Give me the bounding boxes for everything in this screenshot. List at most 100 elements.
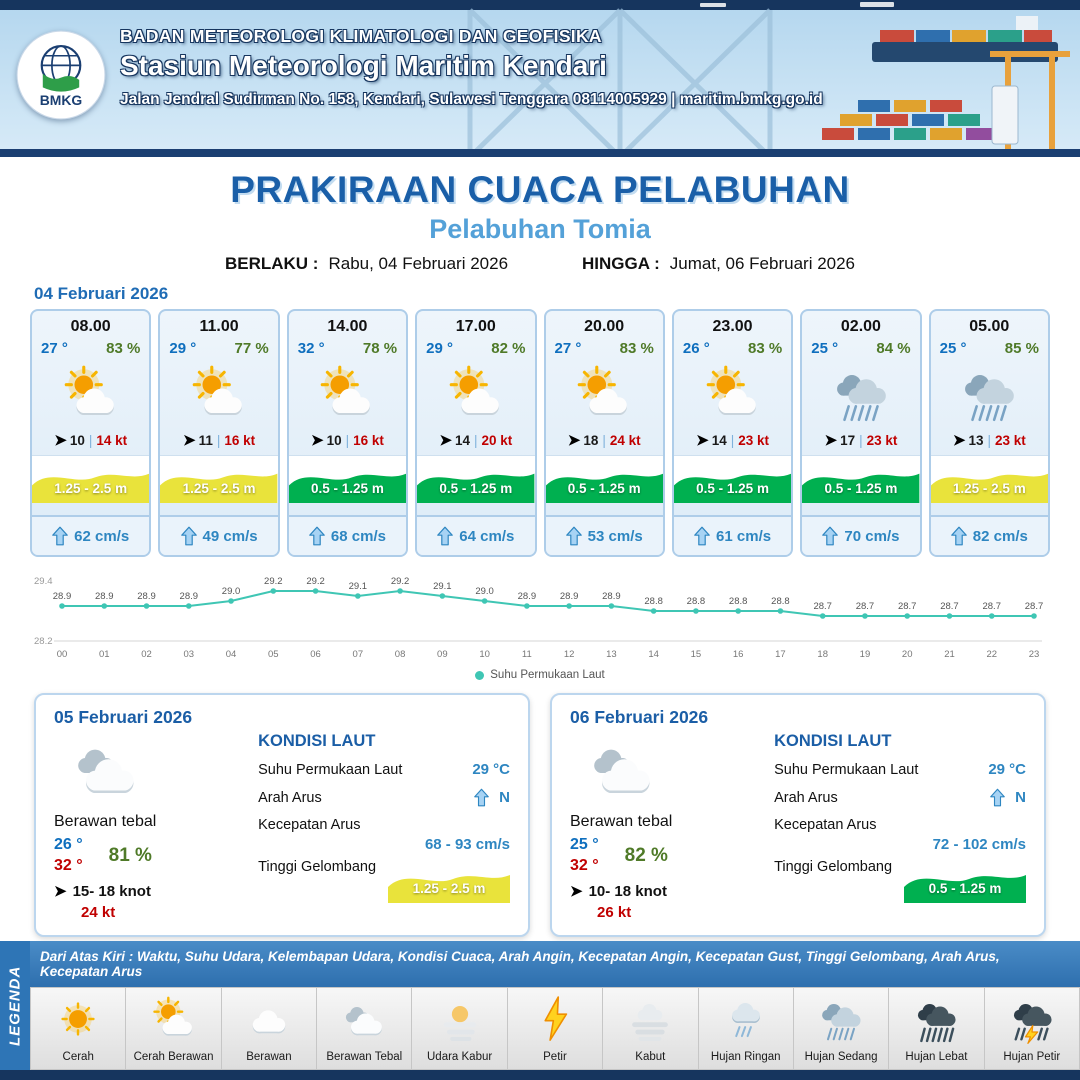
current-speed: 68 cm/s — [330, 527, 386, 545]
legend-section: LEGENDA Dari Atas Kiri : Waktu, Suhu Uda… — [0, 941, 1080, 1080]
wave-height-value: 1.25 - 2.5 m — [182, 481, 256, 496]
svg-text:28.9: 28.9 — [95, 591, 114, 602]
temperature-block: 26 ° 32 ° 81 % — [54, 836, 250, 875]
svg-text:28.9: 28.9 — [53, 591, 72, 602]
svg-text:02: 02 — [141, 649, 152, 660]
wind-direction-icon: ➤ — [182, 432, 196, 449]
hourly-date: 04 Februari 2026 — [34, 284, 169, 303]
sst-chart-wrap: 29.4 28.2 28.9 00 28.9 01 28.9 02 28.9 03 29.0 04 29… — [0, 557, 1080, 681]
current-row: 82 cm/s — [930, 515, 1048, 555]
condition-text: Berawan tebal — [570, 813, 673, 830]
current-speed: 61 cm/s — [716, 527, 772, 545]
legend-item: Kabut — [603, 987, 699, 1070]
wave-height-band: 1.25 - 2.5 m — [160, 455, 278, 503]
svg-text:29.0: 29.0 — [222, 586, 241, 597]
svg-text:28.2: 28.2 — [34, 636, 53, 647]
port-illustration — [0, 0, 1080, 157]
weather-icon — [54, 728, 250, 813]
wave-height-band: 1.25 - 2.5 m — [388, 859, 510, 903]
svg-text:07: 07 — [353, 649, 364, 660]
current-speed: 62 cm/s — [74, 527, 130, 545]
forecast-time: 02.00 — [840, 318, 881, 335]
air-temperature: 25 ° — [811, 340, 839, 357]
svg-text:28.7: 28.7 — [1025, 601, 1044, 612]
forecast-time: 05.00 — [969, 318, 1010, 335]
legend-item: Berawan — [221, 987, 318, 1070]
chart-legend-label: Suhu Permukaan Laut — [490, 669, 605, 681]
current-direction: N — [990, 788, 1026, 807]
hourly-forecast-card: 11.00 29 ° 77 % ➤ 11 | 16 kt 1.25 - 2.5 … — [158, 309, 280, 557]
svg-text:28.8: 28.8 — [771, 596, 790, 607]
weather-icon — [160, 357, 277, 431]
legend-label: Hujan Sedang — [804, 1051, 878, 1063]
wind-row: ➤ 10 | 16 kt — [289, 431, 406, 455]
svg-text:29.2: 29.2 — [391, 576, 410, 587]
gust-speed: 23 kt — [866, 433, 898, 448]
wind-row: ➤ 14 | 20 kt — [417, 431, 534, 455]
sea-condition-column: KONDISI LAUT Suhu Permukaan Laut 29 °C A… — [250, 728, 510, 921]
current-row: 64 cm/s — [417, 515, 535, 555]
weather-icon — [32, 357, 149, 431]
wave-height-band: 0.5 - 1.25 m — [673, 455, 792, 503]
weather-icon — [570, 728, 766, 813]
svg-text:28.9: 28.9 — [137, 591, 156, 602]
wind-direction-icon: ➤ — [54, 432, 67, 449]
legend-weather-icon — [319, 993, 409, 1050]
sst-label: Suhu Permukaan Laut — [774, 761, 919, 778]
hourly-cards-row: 08.00 27 ° 83 % ➤ 10 | 14 kt 1.25 - 2.5 … — [0, 309, 1080, 557]
temp-humidity-row: 25 ° 84 % — [802, 336, 919, 357]
hourly-forecast-card: 02.00 25 ° 84 % ➤ 17 | 23 kt 0.5 - 1.25 … — [800, 309, 922, 557]
current-row: 62 cm/s — [32, 515, 150, 555]
svg-text:15: 15 — [691, 649, 702, 660]
legend-label: Hujan Petir — [1003, 1051, 1061, 1063]
temp-humidity-row: 27 ° 83 % — [32, 336, 149, 357]
forecast-time: 08.00 — [70, 318, 111, 335]
current-direction-icon — [180, 526, 197, 546]
legend-label: Cerah Berawan — [133, 1051, 214, 1063]
hourly-forecast-card: 05.00 25 ° 85 % ➤ 13 | 23 kt 1.25 - 2.5 … — [928, 309, 1050, 557]
humidity: 83 % — [748, 340, 783, 357]
current-direction-icon — [990, 788, 1005, 807]
current-speed-value: 68 - 93 cm/s — [424, 836, 510, 853]
svg-text:28.8: 28.8 — [687, 596, 706, 607]
sea-surface-temperature-chart: 29.4 28.2 28.9 00 28.9 01 28.9 02 28.9 03 29.0 04 29… — [34, 576, 1044, 660]
header: BMKG BADAN METEOROLOGI KLIMATOLOGI DAN G… — [0, 0, 1080, 157]
wind-speed: 11 — [198, 433, 213, 448]
forecast-time: 14.00 — [327, 318, 368, 335]
station-name: Stasiun Meteorologi Maritim Kendari — [120, 50, 607, 81]
wave-shape — [545, 473, 663, 503]
wind-speed: 14 — [454, 433, 470, 448]
condition-text: Berawan tebal — [54, 813, 157, 830]
wind-direction-icon: ➤ — [824, 432, 838, 449]
legend-item: Berawan Tebal — [317, 987, 413, 1070]
wind-speed: 10 — [326, 433, 342, 448]
svg-text:29.2: 29.2 — [264, 576, 283, 587]
wave-height-band: 1.25 - 2.5 m — [930, 455, 1048, 503]
legend-weather-icon — [701, 993, 791, 1050]
legend-weather-icon — [987, 993, 1077, 1050]
daily-date: 06 Februari 2026 — [570, 707, 709, 727]
svg-text:23: 23 — [1029, 649, 1040, 660]
wave-shape — [930, 473, 1048, 503]
daily-weather-column: Berawan tebal 25 ° 32 ° 82 % ➤ 10- 18 kn… — [570, 728, 766, 921]
gust-speed: 14 kt — [96, 433, 128, 448]
air-temperature: 26 ° — [682, 340, 710, 357]
wave-shape — [904, 875, 1026, 903]
svg-text:28.7: 28.7 — [898, 601, 917, 612]
svg-text:01: 01 — [99, 649, 110, 660]
current-speed: 64 cm/s — [459, 527, 515, 545]
svg-text:19: 19 — [860, 649, 871, 660]
max-temperature: 32 ° — [54, 857, 83, 874]
air-temperature: 29 ° — [169, 340, 197, 357]
wind-row: ➤ 15- 18 knot — [54, 883, 250, 900]
humidity: 85 % — [1004, 340, 1039, 357]
wind-row: ➤ 13 | 23 kt — [931, 431, 1048, 455]
humidity: 82 % — [491, 340, 526, 357]
air-temperature: 29 ° — [426, 340, 453, 357]
bottom-strip — [0, 1070, 1080, 1080]
wave-height-band: 1.25 - 2.5 m — [32, 455, 150, 503]
svg-text:28.9: 28.9 — [518, 591, 537, 602]
wind-row: ➤ 17 | 23 kt — [802, 431, 919, 455]
daily-weather-column: Berawan tebal 26 ° 32 ° 81 % ➤ 15- 18 kn… — [54, 728, 250, 921]
sst-value: 29 °C — [472, 761, 510, 778]
